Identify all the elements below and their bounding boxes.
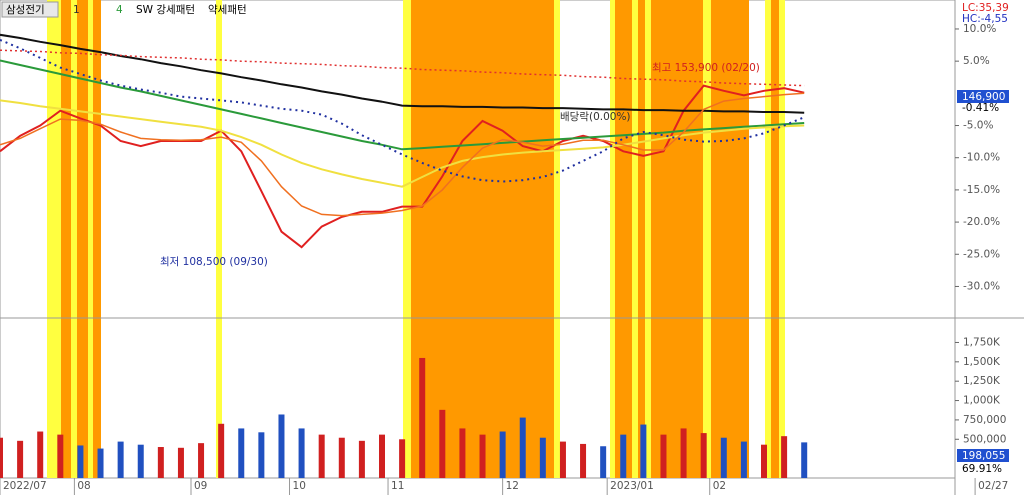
- y-tick-label: 1,000K: [963, 395, 1001, 407]
- high-annotation: 최고 153,900 (02/20): [652, 62, 760, 74]
- volume-bar: [620, 434, 627, 478]
- volume-bar: [218, 423, 225, 478]
- volume-bar: [761, 444, 767, 478]
- volume-bar: [559, 441, 566, 478]
- x-tick-label: 2023/01: [610, 480, 654, 492]
- volume-bar: [439, 409, 446, 478]
- volume-bar: [740, 441, 747, 478]
- volume-bar: [177, 447, 184, 478]
- change-label: -0.41%: [962, 102, 999, 114]
- volume-bar: [680, 428, 687, 478]
- volume-bar: [238, 428, 245, 478]
- header-item: SW 강세패턴: [136, 4, 195, 16]
- volume-bar: [600, 446, 607, 478]
- price-line: [0, 92, 805, 217]
- volume-bar: [258, 432, 265, 478]
- volume-bar: [499, 431, 506, 478]
- volume-bar: [358, 440, 365, 478]
- price-line: [0, 49, 805, 87]
- volume-bar: [137, 444, 144, 478]
- x-tick-label: 09: [194, 480, 207, 492]
- y-tick-label: -20.0%: [963, 216, 1000, 228]
- y-tick-label: 10.0%: [963, 23, 996, 35]
- header-item: 1: [73, 4, 80, 16]
- price-line: [0, 59, 805, 151]
- dividend-annotation: 배당락(0.00%): [560, 111, 631, 123]
- volume-bar: [57, 434, 64, 478]
- volume-bar: [539, 437, 546, 478]
- x-tick-label: 02: [713, 480, 726, 492]
- price-label: 146,900: [962, 91, 1005, 103]
- volume-ratio: 69.91%: [962, 463, 1002, 475]
- volume-bar: [37, 431, 44, 478]
- volume-bar: [77, 445, 84, 478]
- volume-bar: [640, 424, 647, 478]
- x-tick-label: 08: [77, 480, 90, 492]
- low-annotation: 최저 108,500 (09/30): [160, 256, 268, 268]
- volume-bar: [338, 437, 345, 478]
- price-line: [0, 33, 805, 114]
- hc-label: HC:-4,55: [962, 13, 1008, 25]
- stock-name: 삼성전기: [6, 4, 45, 16]
- header-item: 약세패턴: [208, 4, 247, 16]
- price-line: [0, 99, 805, 188]
- volume-bar: [298, 428, 305, 478]
- volume-bar: [318, 434, 325, 478]
- volume-bar: [278, 414, 285, 478]
- pattern-bands: [47, 0, 785, 478]
- y-tick-label: -5.0%: [963, 120, 993, 132]
- volume-bar: [459, 428, 466, 478]
- y-tick-label: 1,500K: [963, 356, 1001, 368]
- x-tick-label: 02/27: [978, 480, 1008, 492]
- volume-box: [957, 449, 1009, 462]
- volume-bar: [379, 434, 385, 478]
- volume-bar: [399, 439, 406, 478]
- stock-box[interactable]: [1, 1, 59, 18]
- y-tick-label: 1,750K: [963, 336, 1001, 348]
- x-tick-label: 2022/07: [3, 480, 47, 492]
- y-tick-label: 750,000: [963, 414, 1006, 426]
- y-tick-label: 5.0%: [963, 55, 990, 67]
- volume-label: 198,055: [962, 450, 1005, 462]
- volume-bar: [117, 441, 124, 478]
- volume-bar: [801, 442, 808, 478]
- volume-bar: [419, 357, 426, 478]
- y-tick-label: -15.0%: [963, 184, 1000, 196]
- y-tick-label: -10.0%: [963, 152, 1000, 164]
- x-tick-label: 12: [506, 480, 519, 492]
- x-tick-label: 11: [391, 480, 404, 492]
- volume-bar: [198, 443, 205, 478]
- volume-bar: [97, 448, 104, 478]
- volume-bar: [17, 440, 24, 478]
- y-tick-label: 1,250K: [963, 375, 1001, 387]
- volume-bar: [720, 437, 727, 478]
- volume-bar: [157, 447, 164, 478]
- price-box: [957, 90, 1009, 103]
- volume-bar: [781, 436, 788, 478]
- y-tick-label: 500,000: [963, 433, 1006, 445]
- header-item: 4: [116, 4, 123, 16]
- x-tick-label: 10: [293, 480, 306, 492]
- volume-bar: [479, 434, 486, 478]
- y-tick-label: -30.0%: [963, 280, 1000, 292]
- volume-bar: [519, 417, 526, 478]
- volume-bar: [0, 437, 3, 478]
- lc-label: LC:35,39: [962, 2, 1009, 14]
- volume-bar: [580, 443, 587, 478]
- y-tick-label: -25.0%: [963, 248, 1000, 260]
- volume-bar: [660, 434, 667, 478]
- volume-bar: [700, 433, 707, 478]
